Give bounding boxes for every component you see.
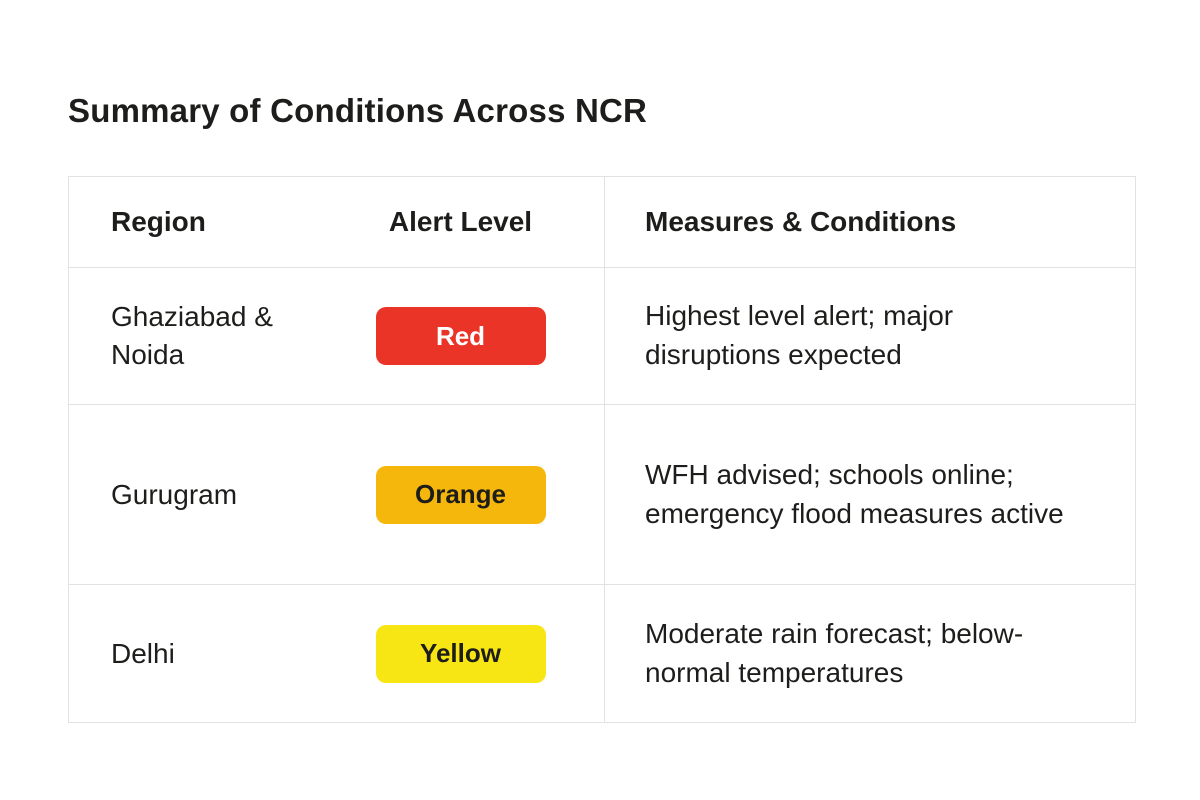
measures-cell: Highest level alert; major disruptions e… bbox=[604, 268, 1135, 404]
header-measures: Measures & Conditions bbox=[604, 177, 1135, 267]
alert-cell: Yellow bbox=[317, 601, 604, 707]
header-alert-level: Alert Level bbox=[388, 206, 533, 237]
page-title: Summary of Conditions Across NCR bbox=[68, 92, 648, 129]
measures-cell: Moderate rain forecast; below-normal tem… bbox=[604, 585, 1135, 722]
header-region: Region bbox=[111, 206, 206, 238]
header-measures-label: Measures & Conditions bbox=[645, 205, 957, 237]
measures-text: Highest level alert; major disruptions e… bbox=[645, 300, 954, 370]
measures-text: Moderate rain forecast; below-normal tem… bbox=[645, 617, 1024, 688]
region-label: Delhi bbox=[111, 637, 175, 669]
table-row: Delhi Yellow Moderate rain forecast; bel… bbox=[69, 584, 1135, 722]
region-cell: Gurugram bbox=[69, 452, 317, 538]
summary-table: Region Alert Level Measures & Conditions… bbox=[68, 176, 1136, 723]
region-label: Gurugram bbox=[111, 478, 238, 510]
region-cell: Delhi bbox=[69, 611, 317, 697]
alert-badge-orange: Orange bbox=[375, 465, 546, 524]
table-header-row: Region Alert Level Measures & Conditions bbox=[69, 177, 1135, 267]
measures-text: WFH advised; schools online; emergency f… bbox=[645, 458, 1064, 529]
table-row: Gurugram Orange WFH advised; schools onl… bbox=[69, 404, 1135, 584]
alert-badge-red: Red bbox=[375, 307, 546, 365]
alert-badge-yellow: Yellow bbox=[375, 624, 546, 683]
table-row: Ghaziabad & Noida Red Highest level aler… bbox=[69, 267, 1135, 404]
alert-cell: Orange bbox=[317, 442, 604, 548]
alert-cell: Red bbox=[317, 283, 604, 389]
region-cell: Ghaziabad & Noida bbox=[69, 274, 317, 398]
measures-cell: WFH advised; schools online; emergency f… bbox=[604, 405, 1135, 584]
region-label: Ghaziabad & Noida bbox=[111, 301, 273, 370]
